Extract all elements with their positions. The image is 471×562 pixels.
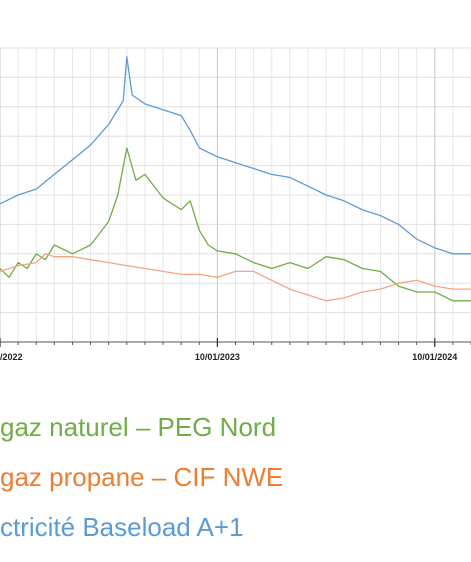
x-tick-label: 10/01/2024 <box>412 352 457 362</box>
legend-item-gaz-naturel: gaz naturel – PEG Nord <box>0 412 277 442</box>
x-tick-label: /2022 <box>0 352 23 362</box>
grid <box>0 47 471 343</box>
x-tick-label: 10/01/2023 <box>195 352 240 362</box>
series-line-2 <box>0 253 471 302</box>
series-line-1 <box>0 147 471 302</box>
legend-item-gaz-propane: gaz propane – CIF NWE <box>0 462 284 492</box>
price-line-chart: /2022 10/01/2023 10/01/2024 <box>0 47 471 362</box>
x-axis: /2022 10/01/2023 10/01/2024 <box>0 338 471 362</box>
series-line-0 <box>0 56 471 255</box>
price-chart: /2022 10/01/2023 10/01/2024 <box>0 47 471 362</box>
legend-item-electricite: ctricité Baseload A+1 <box>0 512 244 542</box>
series-lines <box>0 56 471 302</box>
